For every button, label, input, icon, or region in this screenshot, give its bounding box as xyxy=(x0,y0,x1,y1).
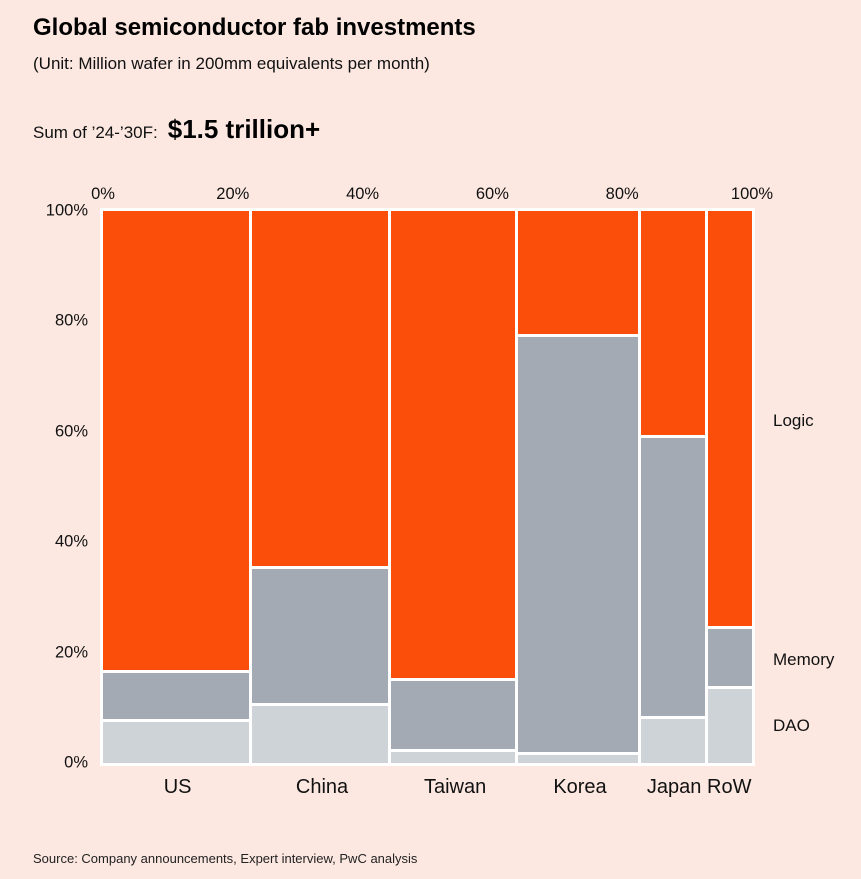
series-label-memory: Memory xyxy=(773,649,835,669)
left-axis-tick: 100% xyxy=(45,201,88,220)
mosaic-plot xyxy=(100,208,755,766)
sum-label: Sum of ’24-’30F: xyxy=(33,123,158,142)
series-label-logic: Logic xyxy=(773,410,814,430)
column-korea xyxy=(517,211,639,763)
category-label-china: China xyxy=(295,776,349,798)
category-label-row: RoW xyxy=(707,776,752,798)
left-axis-tick: 60% xyxy=(54,422,88,441)
left-axis-tick: 20% xyxy=(54,643,88,662)
category-axis: US China Taiwan Korea Japan RoW xyxy=(103,776,752,802)
category-label-korea: Korea xyxy=(553,776,607,798)
sum-line: Sum of ’24-’30F: $1.5 trillion+ xyxy=(33,114,320,145)
top-axis-tick: 20% xyxy=(216,185,250,203)
top-axis-tick: 60% xyxy=(475,185,509,203)
top-axis-tick: 40% xyxy=(346,185,380,203)
top-axis: 0% 20% 40% 60% 80% 100% xyxy=(91,185,773,205)
column-row xyxy=(707,211,752,763)
left-axis: 0% 20% 40% 60% 80% 100% xyxy=(0,202,88,772)
segment-japan-dao xyxy=(641,719,705,763)
left-axis-tick: 80% xyxy=(54,311,88,330)
segment-row-memory xyxy=(707,628,752,687)
segment-us-memory xyxy=(103,672,249,720)
segment-korea-logic xyxy=(517,211,639,334)
category-label-us: US xyxy=(163,776,192,798)
series-label-dao: DAO xyxy=(773,715,810,735)
segment-china-dao xyxy=(251,705,389,763)
column-china xyxy=(251,211,389,763)
segment-us-logic xyxy=(103,211,249,670)
segment-taiwan-memory xyxy=(391,680,515,750)
page-title: Global semiconductor fab investments xyxy=(33,14,476,41)
segment-row-dao xyxy=(707,689,752,763)
segment-china-logic xyxy=(251,211,389,566)
segment-row-logic xyxy=(707,211,752,626)
segment-taiwan-logic xyxy=(391,211,515,678)
segment-japan-logic xyxy=(641,211,705,435)
series-labels: Logic Memory DAO xyxy=(773,211,859,763)
segment-korea-memory xyxy=(517,336,639,752)
source-note: Source: Company announcements, Expert in… xyxy=(33,851,418,866)
segment-korea-dao xyxy=(517,754,639,763)
top-axis-tick: 80% xyxy=(605,185,639,203)
left-axis-tick: 0% xyxy=(64,753,88,772)
segment-taiwan-dao xyxy=(391,752,515,763)
segment-us-dao xyxy=(103,722,249,763)
left-axis-tick: 40% xyxy=(54,532,88,551)
column-japan xyxy=(641,211,705,763)
segment-china-memory xyxy=(251,568,389,703)
sum-value: $1.5 trillion+ xyxy=(167,114,321,144)
unit-subtitle: (Unit: Million wafer in 200mm equivalent… xyxy=(33,54,430,73)
column-taiwan xyxy=(391,211,515,763)
segment-japan-memory xyxy=(641,437,705,717)
column-us xyxy=(103,211,249,763)
category-label-japan: Japan xyxy=(646,776,702,798)
top-axis-tick: 0% xyxy=(91,185,115,203)
category-label-taiwan: Taiwan xyxy=(423,776,487,798)
top-axis-tick: 100% xyxy=(730,185,774,203)
